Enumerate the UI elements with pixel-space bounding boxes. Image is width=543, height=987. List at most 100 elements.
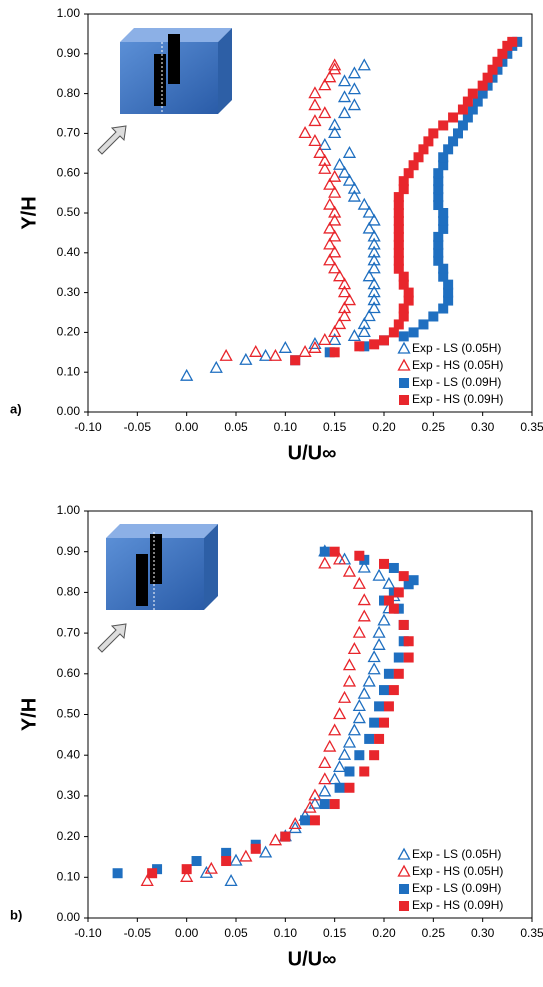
legend-marker [397,358,411,371]
point [308,340,322,353]
point [329,546,340,557]
legend-marker [399,395,409,405]
point [337,90,352,103]
point [457,104,468,115]
point [367,293,381,306]
point [377,613,391,626]
point [347,181,361,194]
y-tick-label: 0.00 [57,910,81,924]
x-tick-label: 0.10 [274,926,298,940]
point [309,815,320,826]
point [344,782,355,793]
point [438,208,449,218]
point [438,263,449,274]
point [433,247,444,258]
point [329,347,340,358]
point [357,609,371,622]
point [374,733,385,744]
point [383,595,394,606]
point [367,285,381,298]
legend-label: Exp - HS (0.09H) [412,898,503,912]
point [369,339,380,350]
x-axis-title: U/U∞ [288,442,337,464]
point [278,340,292,353]
point [354,341,365,352]
point [328,325,342,338]
point [383,701,394,712]
point [433,184,444,195]
point [433,231,444,242]
point [239,849,253,862]
point [433,168,444,179]
x-tick-label: 0.15 [323,926,347,940]
point [352,576,366,589]
point [443,144,454,155]
point [357,593,371,606]
point [357,325,371,338]
point [398,184,409,195]
point [337,106,352,119]
point [342,293,357,306]
point [403,295,414,306]
legend-entry: Exp - LS (0.05H) [397,341,501,355]
point [467,88,478,99]
panel-label: b) [10,907,22,922]
point [393,223,404,234]
point [403,636,414,647]
point [280,831,291,842]
point [180,869,194,882]
x-tick-label: 0.35 [520,420,543,434]
point [383,668,394,679]
point [333,707,347,720]
point [433,255,444,266]
point [318,78,332,91]
point [438,120,449,131]
point [393,319,404,330]
point [333,157,347,170]
point [477,80,488,91]
point [288,821,302,834]
point [337,301,352,314]
legend-entry: Exp - LS (0.05H) [397,847,501,861]
point [328,58,342,71]
point [403,652,414,663]
point [328,723,342,736]
point [347,189,361,202]
point [354,750,365,761]
point [337,165,352,178]
point [318,784,332,797]
point [342,674,357,687]
y-axis-title: Y/H [18,196,40,229]
point [462,96,473,107]
point [403,168,414,179]
point [367,213,381,226]
point [329,799,340,810]
point [147,868,158,879]
point [357,686,371,699]
point [428,311,439,322]
point [319,799,330,810]
point [337,74,352,87]
x-tick-label: 0.25 [422,926,446,940]
x-tick-label: 0.20 [372,420,396,434]
point [398,303,409,314]
point [300,815,311,826]
y-tick-label: 0.40 [57,747,81,761]
point [318,755,332,768]
point [328,169,342,182]
point [323,70,337,83]
point [433,176,444,187]
y-tick-label: 0.60 [57,666,81,680]
y-tick-label: 0.00 [57,404,81,418]
point [457,120,468,131]
point [342,564,357,577]
point [438,160,449,171]
point [453,128,463,139]
point [393,208,404,218]
point [433,200,444,211]
legend-label: Exp - LS (0.05H) [412,341,501,355]
point [319,546,330,557]
point [398,271,409,282]
point [140,874,154,887]
legend-entry: Exp - LS (0.09H) [399,881,501,895]
